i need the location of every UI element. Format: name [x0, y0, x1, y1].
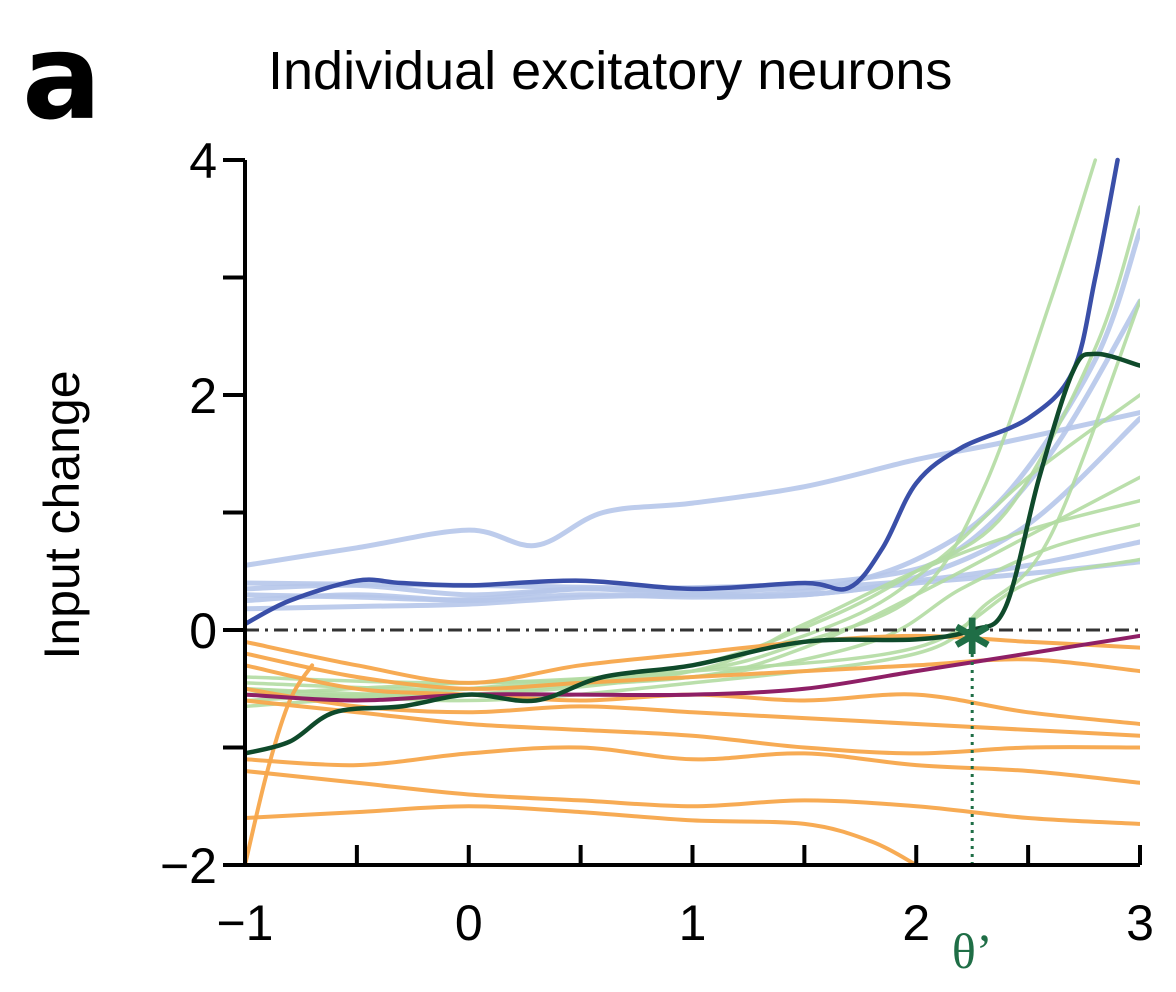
- series-line-orange-22: [245, 663, 315, 865]
- y-tick-label: 4: [189, 133, 217, 189]
- series-line-purple-25: [245, 633, 1140, 703]
- series-line-orange-14: [245, 633, 1140, 685]
- threshold-label: θ’: [952, 923, 993, 979]
- series-line-orange-18: [245, 698, 1140, 756]
- series-line-light-green-13: [245, 557, 1140, 685]
- y-tick-label: −2: [160, 838, 217, 894]
- x-tick-label: 0: [455, 895, 483, 951]
- series-line-orange-20: [245, 769, 1140, 826]
- x-tick-label: 1: [679, 895, 707, 951]
- series-line-orange-19: [245, 745, 1140, 785]
- x-tick-label: 3: [1126, 895, 1154, 951]
- series-line-orange-21: [245, 804, 919, 865]
- series-line-dark-blue-23: [245, 157, 1120, 627]
- y-tick-label: 2: [189, 368, 217, 424]
- series-line-light-blue-3: [245, 228, 1140, 612]
- axes-layer: −2 0 2 4 −1 0 1 2 3: [160, 133, 1154, 951]
- x-tick-label: −1: [216, 895, 273, 951]
- panel-label: a: [22, 8, 102, 146]
- series-line-light-green-12: [245, 299, 1140, 703]
- series-layer: [245, 157, 1140, 865]
- threshold-star-marker: ∗: [948, 600, 997, 668]
- y-tick-label: 0: [189, 603, 217, 659]
- x-tick-label: 2: [902, 895, 930, 951]
- reference-layer: ∗ θ’: [245, 600, 1140, 979]
- chart-title: Individual excitatory neurons: [268, 41, 953, 101]
- series-line-light-green-7: [245, 205, 1140, 699]
- series-line-dark-green-24: [245, 351, 1140, 756]
- series-line-light-blue-0: [245, 410, 1140, 568]
